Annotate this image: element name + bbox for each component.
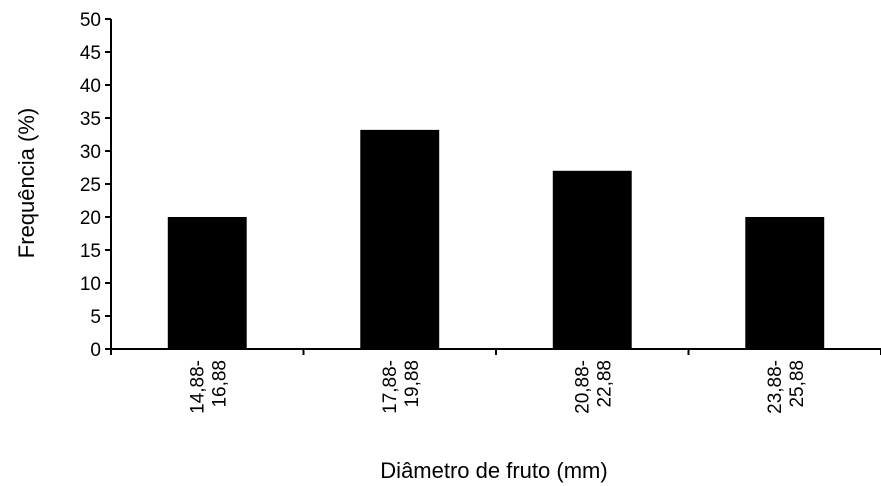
y-tick-label: 40 <box>80 76 101 97</box>
x-tick-label: 14,88-16,88 <box>187 360 230 414</box>
y-tick-label: 0 <box>90 340 101 361</box>
x-tick-label-line: 25,88 <box>787 360 808 408</box>
x-tick-label-text: 23,88-25,88 <box>765 360 808 414</box>
x-tick-label-line: 20,88- <box>572 360 593 414</box>
x-axis: 14,88-16,88 17,88-19,88 20,88-22,88 23,88-2… <box>110 348 881 414</box>
y-tick-label: 30 <box>80 142 101 163</box>
x-tick-label-text: 14,88-16,88 <box>187 360 230 414</box>
y-tick-label: 10 <box>80 274 101 295</box>
x-tick-label: 20,88-22,88 <box>572 360 615 414</box>
y-tick-label: 20 <box>80 208 101 229</box>
bar <box>745 217 825 349</box>
x-tick-label: 23,88-25,88 <box>765 360 808 414</box>
bar <box>552 170 632 349</box>
x-tick-label-line: 19,88 <box>402 360 423 408</box>
x-tick-label-line: 23,88- <box>765 360 786 414</box>
x-tick-label-line: 17,88- <box>380 360 401 414</box>
x-tick-label-line: 22,88 <box>594 360 615 408</box>
y-tick-label: 5 <box>90 307 101 328</box>
x-tick-label-text: 20,88-22,88 <box>572 360 615 414</box>
bar <box>360 129 440 349</box>
x-tick-label-line: 14,88- <box>187 360 208 414</box>
x-tick-label-line: 16,88 <box>209 360 230 408</box>
y-tick-label: 35 <box>80 109 101 130</box>
x-axis-title: Diâmetro de fruto (mm) <box>380 458 607 483</box>
y-tick-label: 50 <box>80 10 101 31</box>
bar <box>167 217 247 349</box>
bars <box>167 129 825 349</box>
y-axis: 0 5 10 15 20 25 30 35 40 45 50 <box>80 10 112 361</box>
x-tick-label: 17,88-19,88 <box>380 360 423 414</box>
x-tick-label-text: 17,88-19,88 <box>380 360 423 414</box>
y-axis-title: Frequência (%) <box>14 108 39 258</box>
y-tick-label: 45 <box>80 43 101 64</box>
y-tick-label: 15 <box>80 241 101 262</box>
y-tick-label: 25 <box>80 175 101 196</box>
